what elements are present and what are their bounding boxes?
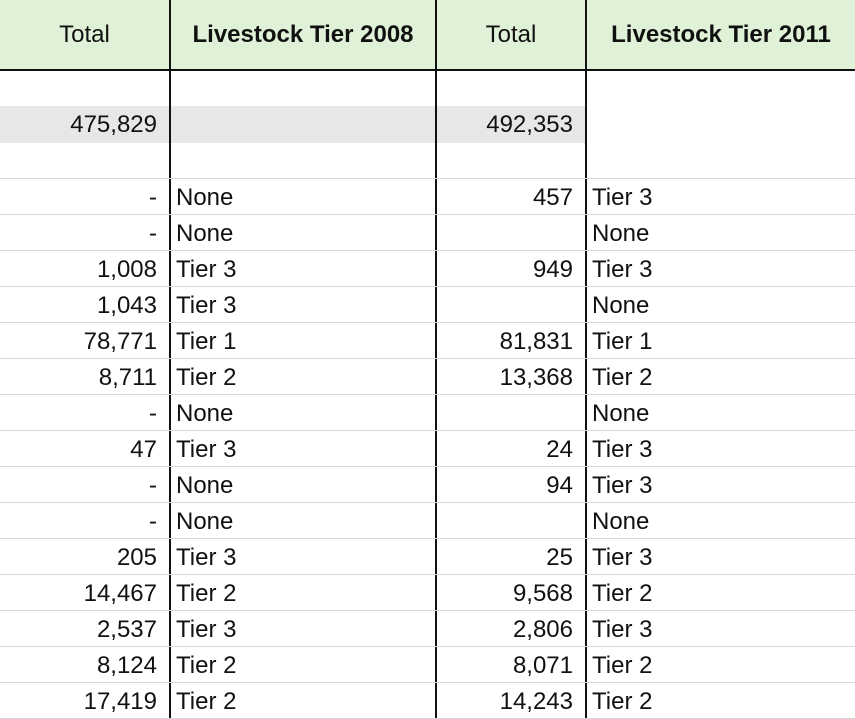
tier-2008-cell[interactable]: None — [171, 503, 437, 538]
total-2011-cell[interactable]: 8,071 — [437, 647, 587, 682]
header-total-2008[interactable]: Total — [0, 0, 171, 69]
table-row: - None None — [0, 215, 855, 251]
header-row: Total Livestock Tier 2008 Total Livestoc… — [0, 0, 855, 71]
header-total-2011[interactable]: Total — [437, 0, 587, 69]
tier-2011-cell[interactable]: Tier 3 — [592, 435, 653, 463]
total-2008-cell[interactable]: 8,711 — [0, 359, 171, 394]
total-2011-cell[interactable]: 457 — [437, 179, 587, 214]
blank-cell[interactable] — [437, 143, 587, 178]
total-2011-cell[interactable]: 14,243 — [437, 683, 587, 718]
tier-2008-cell[interactable]: Tier 2 — [171, 575, 437, 610]
table-row: 2,537 Tier 3 2,806 Tier 3 — [0, 611, 855, 647]
total-2011-cell[interactable]: 94 — [437, 467, 587, 502]
blank-row — [0, 71, 855, 106]
tier-2011-cell[interactable]: Tier 2 — [592, 363, 653, 391]
table-row: - None None — [0, 503, 855, 539]
total-2008-cell[interactable]: - — [0, 215, 171, 250]
table-row: 8,124 Tier 2 8,071 Tier 2 — [0, 647, 855, 683]
tier-2011-cell[interactable]: Tier 2 — [592, 651, 653, 679]
tier-2011-cell[interactable]: Tier 3 — [592, 615, 653, 643]
table-row: 78,771 Tier 1 81,831 Tier 1 — [0, 323, 855, 359]
total-2008-cell[interactable]: 47 — [0, 431, 171, 466]
blank-cell[interactable] — [0, 71, 171, 106]
tier-2011-cell[interactable]: Tier 2 — [592, 579, 653, 607]
tier-2011-cell[interactable]: Tier 3 — [592, 255, 653, 283]
table-row: 1,043 Tier 3 None — [0, 287, 855, 323]
tier-2008-cell[interactable]: Tier 3 — [171, 539, 437, 574]
tier-2011-cell[interactable]: None — [592, 507, 650, 535]
tier-2008-cell[interactable]: Tier 3 — [171, 251, 437, 286]
table-row: - None None — [0, 395, 855, 431]
table-row: 17,419 Tier 2 14,243 Tier 2 — [0, 683, 855, 719]
tier-2008-cell[interactable]: Tier 3 — [171, 611, 437, 646]
total-2011-cell[interactable]: 24 — [437, 431, 587, 466]
grand-total-tier-2011-empty[interactable] — [587, 106, 855, 143]
tier-2011-cell[interactable]: Tier 3 — [592, 471, 653, 499]
total-2011-cell[interactable] — [437, 287, 587, 322]
total-2008-cell[interactable]: - — [0, 503, 171, 538]
tier-2008-cell[interactable]: None — [171, 179, 437, 214]
table-row: - None 94 Tier 3 — [0, 467, 855, 503]
total-2008-cell[interactable]: 1,008 — [0, 251, 171, 286]
table-row: 1,008 Tier 3 949 Tier 3 — [0, 251, 855, 287]
header-livestock-tier-2008[interactable]: Livestock Tier 2008 — [171, 0, 437, 69]
table-row: 47 Tier 3 24 Tier 3 — [0, 431, 855, 467]
blank-cell[interactable] — [587, 71, 855, 106]
grand-total-2011[interactable]: 492,353 — [437, 106, 587, 143]
blank-cell[interactable] — [171, 71, 437, 106]
tier-2008-cell[interactable]: Tier 1 — [171, 323, 437, 358]
total-2011-cell[interactable]: 2,806 — [437, 611, 587, 646]
total-2011-cell[interactable]: 81,831 — [437, 323, 587, 358]
total-2008-cell[interactable]: - — [0, 179, 171, 214]
tier-2008-cell[interactable]: Tier 2 — [171, 359, 437, 394]
tier-2008-cell[interactable]: Tier 2 — [171, 683, 437, 718]
blank-cell[interactable] — [587, 143, 855, 178]
table-row: 205 Tier 3 25 Tier 3 — [0, 539, 855, 575]
tier-2011-cell[interactable]: None — [592, 291, 650, 319]
total-2011-cell[interactable] — [437, 503, 587, 538]
table-row: 8,711 Tier 2 13,368 Tier 2 — [0, 359, 855, 395]
blank-cell[interactable] — [0, 143, 171, 178]
total-2011-cell[interactable] — [437, 215, 587, 250]
total-2008-cell[interactable]: - — [0, 467, 171, 502]
total-2011-cell[interactable] — [437, 395, 587, 430]
tier-2011-cell[interactable]: Tier 3 — [592, 183, 653, 211]
total-2008-cell[interactable]: 17,419 — [0, 683, 171, 718]
grand-total-tier-2008-empty[interactable] — [171, 106, 437, 143]
grand-total-2008[interactable]: 475,829 — [0, 106, 171, 143]
tier-2008-cell[interactable]: Tier 3 — [171, 431, 437, 466]
total-2011-cell[interactable]: 949 — [437, 251, 587, 286]
tier-2011-cell[interactable]: None — [592, 399, 650, 427]
total-2011-cell[interactable]: 25 — [437, 539, 587, 574]
tier-2008-cell[interactable]: None — [171, 215, 437, 250]
grand-total-row: 475,829 492,353 — [0, 106, 855, 143]
tier-2008-cell[interactable]: None — [171, 395, 437, 430]
table-row: - None 457 Tier 3 — [0, 179, 855, 215]
header-livestock-tier-2011[interactable]: Livestock Tier 2011 — [587, 0, 855, 69]
tier-2011-cell[interactable]: Tier 3 — [592, 543, 653, 571]
total-2008-cell[interactable]: 1,043 — [0, 287, 171, 322]
total-2011-cell[interactable]: 9,568 — [437, 575, 587, 610]
tier-2008-cell[interactable]: None — [171, 467, 437, 502]
blank-cell[interactable] — [171, 143, 437, 178]
total-2008-cell[interactable]: 78,771 — [0, 323, 171, 358]
total-2008-cell[interactable]: - — [0, 395, 171, 430]
blank-row — [0, 143, 855, 179]
total-2008-cell[interactable]: 2,537 — [0, 611, 171, 646]
total-2008-cell[interactable]: 8,124 — [0, 647, 171, 682]
tier-2011-cell[interactable]: Tier 2 — [592, 687, 653, 715]
total-2008-cell[interactable]: 205 — [0, 539, 171, 574]
blank-cell[interactable] — [437, 71, 587, 106]
tier-2011-cell[interactable]: Tier 1 — [592, 327, 653, 355]
tier-2011-cell[interactable]: None — [592, 219, 650, 247]
total-2011-cell[interactable]: 13,368 — [437, 359, 587, 394]
total-2008-cell[interactable]: 14,467 — [0, 575, 171, 610]
table-row: 14,467 Tier 2 9,568 Tier 2 — [0, 575, 855, 611]
tier-2008-cell[interactable]: Tier 3 — [171, 287, 437, 322]
tier-2008-cell[interactable]: Tier 2 — [171, 647, 437, 682]
